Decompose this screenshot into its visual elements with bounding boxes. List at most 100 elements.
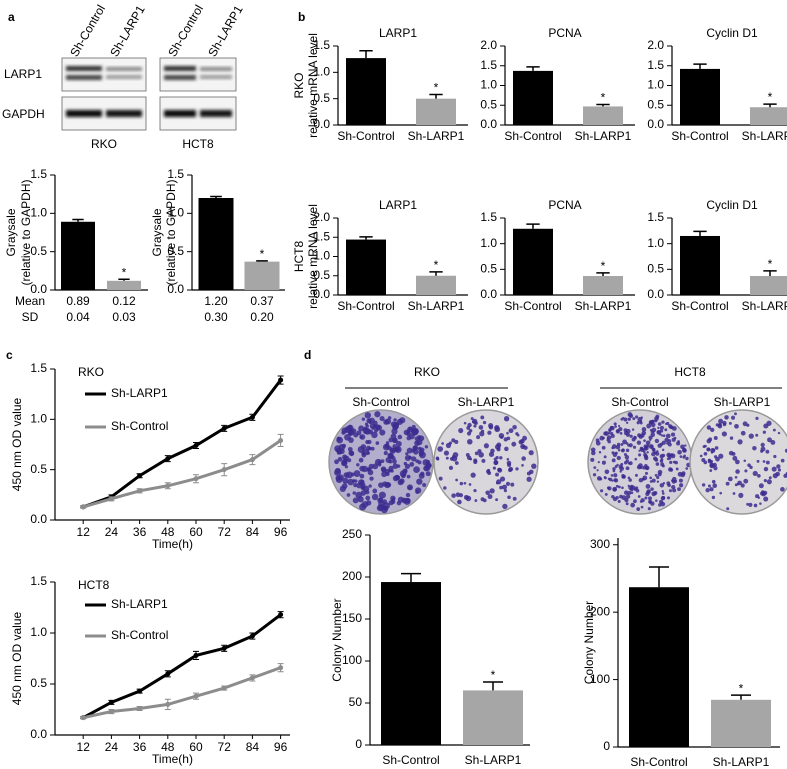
error-bar [249,632,256,640]
colony-dot [725,481,730,486]
colony-dot [743,459,747,462]
chart-title: RKO [78,365,104,379]
colony-dot [727,476,733,482]
error-bar [483,681,503,691]
colony-dot [631,428,635,431]
colony-dot [618,424,621,428]
colony-dot [655,451,660,456]
colony-dot [492,466,496,470]
y-tick-label: 0.0 [30,727,47,741]
colony-dot [734,423,739,429]
colony-dot [641,430,647,436]
colony-dot [657,422,662,426]
error-bar [763,270,777,277]
significance: * [601,259,606,273]
y-tick-label: 0 [603,739,610,753]
y-tick-label: 1.5 [30,361,47,375]
colony-dot [381,471,387,478]
x-tick-label: Sh-Control [337,299,394,313]
y-tick-label: 0.5 [647,262,664,276]
protein-label: LARP1 [4,67,42,81]
colony-dot [661,464,665,468]
colony-dot [732,492,736,495]
colony-dot [334,445,341,452]
colony-dot [735,469,740,474]
colony-dot [762,460,766,463]
legend-label: Sh-Control [111,419,168,433]
table-cell: 0.37 [250,294,274,308]
colony-dot [623,428,628,433]
colony-dot [625,421,629,424]
colony-dot [337,456,343,462]
y-axis-label: relative mRNA level [306,33,320,138]
colony-dot [618,464,623,469]
colony-dot [612,467,616,471]
colony-dot [425,462,432,469]
colony-dot [734,412,737,416]
colony-dot [627,461,631,465]
table-cell: 0.89 [66,294,90,308]
bar [346,58,386,125]
error-bar [359,49,373,59]
colony-dot [365,439,370,445]
colony-dot [677,487,681,492]
colony-dot [674,460,678,465]
colony-dot [360,490,367,496]
x-tick-label: Sh-LARP1 [713,755,770,769]
colony-dot [677,449,682,455]
colony-lane-label: Sh-LARP1 [458,395,515,409]
colony-dot [616,429,620,433]
y-tick-label: 1.0 [480,236,497,250]
error-bar [429,271,443,276]
colony-dot [485,490,490,495]
bar [381,582,441,745]
y-tick-label: 0.0 [30,512,47,526]
colony-dot [416,439,423,446]
colony-dot [369,417,375,424]
colony-dot [502,503,508,510]
colony-dot [784,448,787,453]
colony-dot [660,434,664,437]
error-bar [108,699,115,705]
colony-dot [392,459,397,464]
colony-dot [355,491,363,499]
colony-dot [607,477,611,481]
colony-dot [493,460,499,466]
colony-dot [724,415,729,420]
colony-dot [443,450,450,456]
colony-dot [358,457,364,463]
colony-dot [494,425,500,431]
colony-dot [647,507,651,511]
colony-dot [649,428,653,432]
colony-dot [636,440,642,445]
colony-dot [526,471,531,476]
colony-dot [493,457,497,461]
colony-dot [657,443,662,448]
error-bar [249,413,256,421]
y-tick-label: 1.5 [647,58,664,72]
lane-label: Sh-LARP1 [205,3,246,59]
table-cell: 0.20 [250,310,274,324]
colony-dot [701,483,706,487]
series-line [82,379,282,509]
series-line [82,613,282,719]
bar [680,68,720,125]
colony-dot [656,430,660,434]
colony-dot [466,431,472,436]
band [66,75,102,80]
table-cell: 0.12 [112,294,136,308]
colony-dot [648,444,654,449]
colony-dot [665,422,668,426]
colony-dot [528,450,534,456]
colony-dot [392,437,398,444]
colony-dot [625,448,630,453]
y-tick-label: 1.5 [480,58,497,72]
colony-dot [633,499,637,504]
colony-dot [341,443,347,449]
colony-dot [637,433,642,438]
colony-dot [361,465,368,473]
error-bar [193,474,199,484]
y-tick-label: 1.5 [30,574,47,588]
y-tick-label: 1.5 [30,167,47,181]
colony-dot [777,431,781,435]
